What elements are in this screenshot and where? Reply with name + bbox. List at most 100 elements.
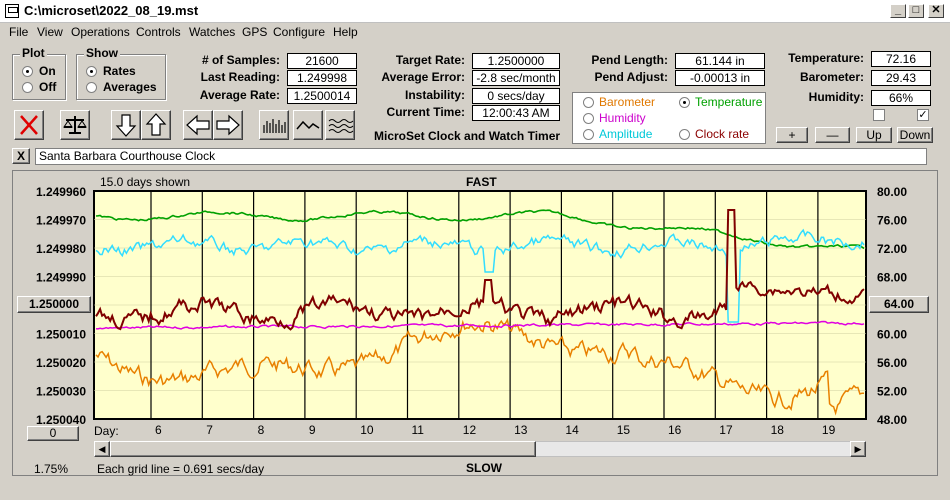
- app-icon: [5, 4, 19, 18]
- center-rate-button[interactable]: 1.250000: [17, 296, 91, 313]
- scroll-right-button[interactable]: [213, 110, 243, 140]
- show-averages-radio[interactable]: [86, 82, 97, 93]
- app-caption: MicroSet Clock and Watch Timer: [374, 129, 561, 143]
- arrow-up-icon: [145, 113, 167, 136]
- clock-rate-series: [95, 209, 865, 331]
- day-tick-label: 19: [822, 423, 836, 437]
- average-error-value: -2.8 sec/month: [472, 70, 560, 86]
- day-axis-label: Day:: [94, 424, 119, 438]
- left-tick-label: 1.249990: [36, 271, 86, 285]
- balance-button[interactable]: [60, 110, 90, 140]
- left-tick-label: 1.249960: [36, 185, 86, 199]
- menu-file[interactable]: File: [9, 25, 29, 39]
- percent-label: 1.75%: [34, 462, 69, 476]
- right-tick-label: 60.00: [877, 328, 907, 342]
- instability-label: Instability:: [404, 88, 465, 102]
- scale-minus-button[interactable]: —: [815, 127, 850, 143]
- humidity-value: 66%: [871, 90, 931, 106]
- barometer-option-label: Barometer: [599, 95, 656, 109]
- stop-button[interactable]: [14, 110, 44, 140]
- menu-help[interactable]: Help: [333, 25, 358, 39]
- balance-scale-icon: [63, 116, 87, 134]
- show-groupbox: [76, 54, 166, 100]
- left-checkbox[interactable]: [873, 109, 885, 121]
- show-rates-radio[interactable]: [86, 66, 97, 77]
- day-tick-label: 14: [565, 423, 579, 437]
- pend-length-value: 61.144 in: [675, 53, 765, 69]
- menu-configure[interactable]: Configure: [273, 25, 326, 39]
- scroll-left-arrow[interactable]: ◀: [94, 441, 110, 457]
- clock-rate-option-label: Clock rate: [695, 127, 750, 141]
- scroll-thumb[interactable]: [110, 441, 536, 457]
- pend-adjust-value: -0.00013 in: [675, 70, 765, 86]
- right-tick-label: 52.00: [877, 385, 907, 399]
- wave-view-button[interactable]: [325, 110, 355, 140]
- scroll-right-arrow[interactable]: ▶: [850, 441, 866, 457]
- right-tick-label: 68.00: [877, 271, 907, 285]
- right-tick-label: 48.00: [877, 413, 907, 427]
- scale-plus-button[interactable]: +: [776, 127, 808, 143]
- fast-label: FAST: [466, 175, 497, 189]
- arrow-left-icon: [186, 114, 210, 136]
- average-rate-label: Average Rate:: [199, 88, 280, 102]
- right-tick-label: 80.00: [877, 185, 907, 199]
- bars-icon: [263, 119, 286, 133]
- temperature-radio[interactable]: [679, 97, 690, 108]
- maximize-button[interactable]: □: [908, 4, 924, 18]
- right-checkbox[interactable]: ✓: [917, 109, 929, 121]
- samples-value: 21600: [287, 53, 357, 69]
- target-rate-label: Target Rate:: [395, 53, 465, 67]
- center-secondary-button[interactable]: 64.00: [869, 296, 929, 313]
- rate-down-button[interactable]: [111, 110, 141, 140]
- amplitude-series: [95, 228, 865, 323]
- scroll-left-button[interactable]: [183, 110, 213, 140]
- menu-watches[interactable]: Watches: [189, 25, 236, 39]
- target-rate-value: 1.2500000: [472, 53, 560, 69]
- wave-icon: [328, 119, 354, 133]
- day-tick-label: 16: [668, 423, 682, 437]
- current-time-label: Current Time:: [386, 105, 465, 119]
- scroll-down-button[interactable]: Down: [897, 127, 933, 143]
- show-averages-label: Averages: [103, 80, 157, 94]
- secondary-plot-selector: [572, 92, 766, 144]
- bar-view-button[interactable]: [259, 110, 289, 140]
- right-tick-label: 76.00: [877, 214, 907, 228]
- line-view-button[interactable]: [293, 110, 323, 140]
- minimize-button[interactable]: _: [890, 4, 906, 18]
- grid-note: Each grid line = 0.691 secs/day: [97, 462, 265, 476]
- amplitude-radio[interactable]: [583, 129, 594, 140]
- temperature-value: 72.16: [871, 51, 931, 67]
- day-tick-label: 15: [617, 423, 631, 437]
- rate-up-button[interactable]: [141, 110, 171, 140]
- right-tick-label: 56.00: [877, 356, 907, 370]
- menu-view[interactable]: View: [37, 25, 63, 39]
- humidity-label: Humidity:: [808, 90, 864, 104]
- menu-operations[interactable]: Operations: [71, 25, 130, 39]
- humidity-radio[interactable]: [583, 113, 594, 124]
- plot-off-radio[interactable]: [22, 82, 33, 93]
- watch-name-field[interactable]: Santa Barbara Courthouse Clock: [35, 148, 927, 165]
- menu-gps[interactable]: GPS: [242, 25, 268, 39]
- last-reading-label: Last Reading:: [200, 70, 280, 84]
- arrow-right-icon: [216, 114, 240, 136]
- humidity-option-label: Humidity: [599, 111, 646, 125]
- plot-on-radio[interactable]: [22, 66, 33, 77]
- amplitude-option-label: Amplitude: [599, 127, 653, 141]
- temperature-option-label: Temperature: [695, 95, 763, 109]
- zero-button[interactable]: 0: [27, 426, 79, 441]
- show-rates-label: Rates: [103, 64, 136, 78]
- day-tick-label: 7: [206, 423, 213, 437]
- close-window-button[interactable]: ✕: [928, 4, 944, 18]
- menu-controls[interactable]: Controls: [136, 25, 181, 39]
- clock-rate-radio[interactable]: [679, 129, 690, 140]
- left-tick-label: 1.250010: [36, 328, 86, 342]
- scroll-up-button[interactable]: Up: [856, 127, 892, 143]
- barometer-radio[interactable]: [583, 97, 594, 108]
- day-tick-label: 13: [514, 423, 528, 437]
- current-time-value: 12:00:43 AM: [472, 105, 560, 121]
- day-tick-label: 11: [412, 423, 425, 437]
- average-rate-value: 1.2500014: [287, 88, 357, 104]
- clear-watch-button[interactable]: X: [12, 148, 30, 164]
- menu-bar: File View Operations Controls Watches GP…: [0, 22, 950, 42]
